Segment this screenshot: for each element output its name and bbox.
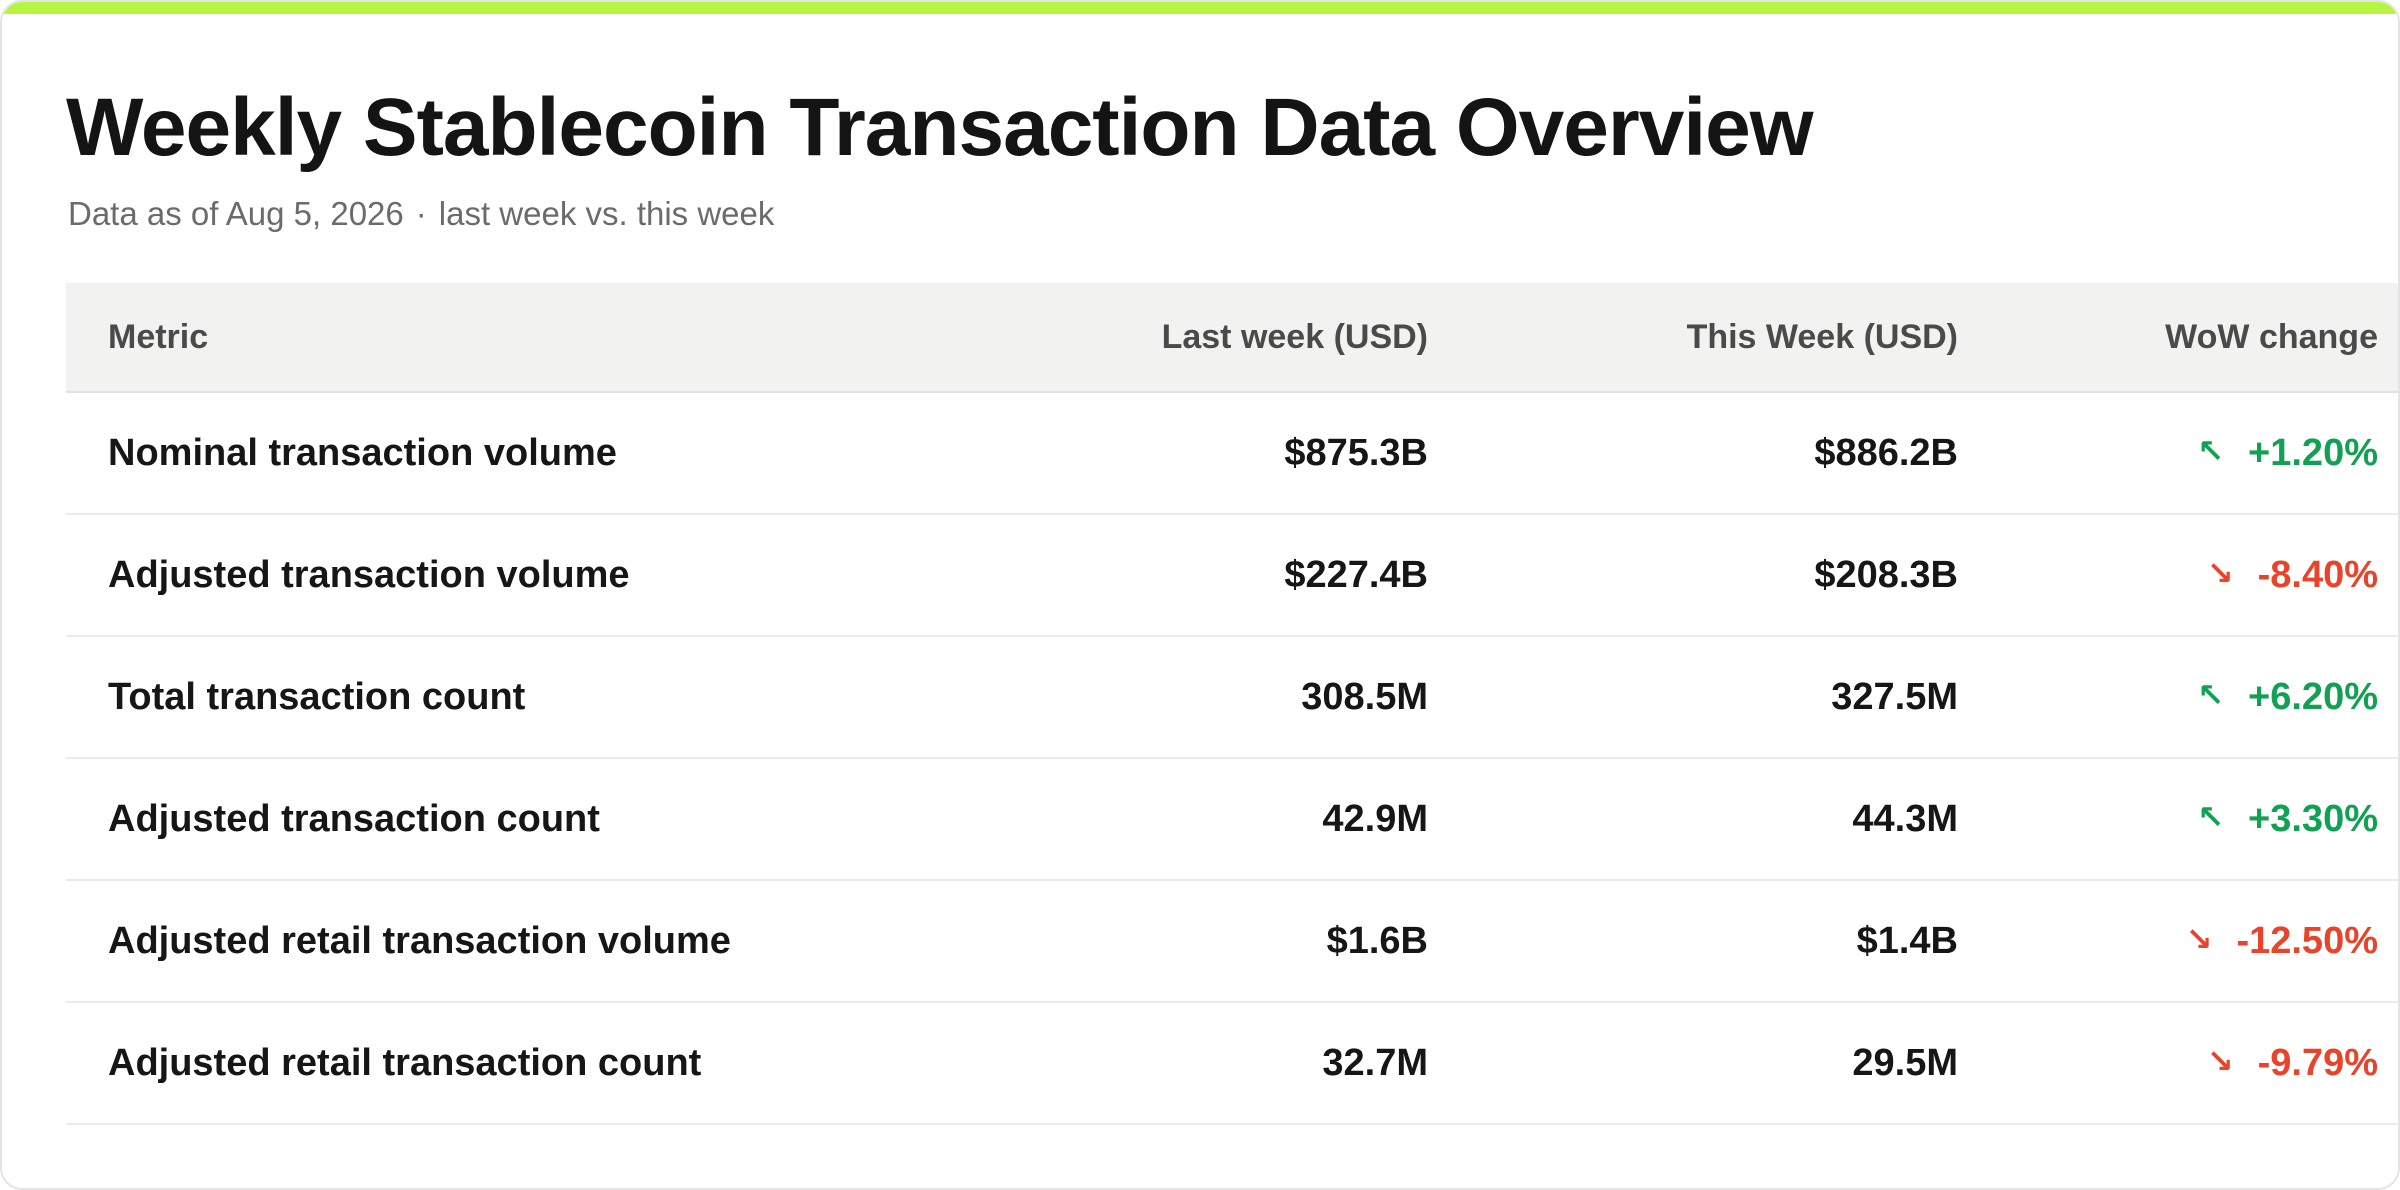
metrics-table: Metric Last week (USD) This Week (USD) W… [66,283,2398,1125]
metric-cell: Adjusted transaction volume [66,514,888,637]
arrow-down-right-icon: ↘ [2185,920,2213,957]
table-row: Nominal transaction volume $875.3B $886.… [66,392,2398,515]
last-week-cell: $1.6B [888,880,1428,1003]
page-title: Weekly Stablecoin Transaction Data Overv… [66,82,1814,173]
wow-change-cell: ↘ -12.50% [1958,880,2398,1003]
wow-change-cell: ↘ -9.79% [1958,1002,2398,1125]
wow-change-value: -12.50% [2236,919,2378,962]
wow-change-value: -9.79% [2257,1041,2378,1084]
table-row: Total transaction count 308.5M 327.5M ↖ +… [66,636,2398,759]
wow-change-cell: ↖ +6.20% [1958,636,2398,759]
arrow-up-left-icon: ↖ [2197,432,2225,469]
wow-change-value: -8.40% [2257,553,2378,596]
arrow-down-right-icon: ↘ [2206,1042,2234,1079]
wow-change-cell: ↖ +3.30% [1958,758,2398,881]
last-week-cell: 42.9M [888,758,1428,881]
subtitle-date: Data as of Aug 5, 2026 [68,195,404,232]
column-header-this-week: This Week (USD) [1428,283,1958,393]
subtitle-compare: last week vs. this week [438,195,775,232]
arrow-down-right-icon: ↘ [2206,554,2234,591]
last-week-cell: $875.3B [888,392,1428,515]
wow-change-value: +1.20% [2248,431,2378,474]
this-week-cell: 29.5M [1428,1002,1958,1125]
this-week-cell: 327.5M [1428,636,1958,759]
wow-change-cell: ↖ +1.20% [1958,392,2398,515]
arrow-up-left-icon: ↖ [2197,798,2225,835]
table-body: Nominal transaction volume $875.3B $886.… [66,392,2398,1125]
metrics-table-wrapper: Metric Last week (USD) This Week (USD) W… [66,283,2398,1125]
arrow-up-left-icon: ↖ [2197,676,2225,713]
last-week-cell: 308.5M [888,636,1428,759]
wow-change-value: +6.20% [2248,675,2378,718]
column-header-metric: Metric [66,283,888,393]
table-row: Adjusted retail transaction volume $1.6B… [66,880,2398,1003]
metric-cell: Adjusted retail transaction volume [66,880,888,1003]
this-week-cell: $208.3B [1428,514,1958,637]
last-week-cell: $227.4B [888,514,1428,637]
subtitle-separator: · [415,195,427,232]
this-week-cell: $886.2B [1428,392,1958,515]
table-row: Adjusted transaction volume $227.4B $208… [66,514,2398,637]
subtitle: Data as of Aug 5, 2026 · last week vs. thi… [68,192,774,236]
column-header-wow-change: WoW change [1958,283,2398,393]
column-header-last-week: Last week (USD) [888,283,1428,393]
this-week-cell: 44.3M [1428,758,1958,881]
accent-bar [2,2,2398,14]
metric-cell: Adjusted transaction count [66,758,888,881]
metric-cell: Nominal transaction volume [66,392,888,515]
last-week-cell: 32.7M [888,1002,1428,1125]
table-row: Adjusted transaction count 42.9M 44.3M ↖… [66,758,2398,881]
table-header: Metric Last week (USD) This Week (USD) W… [66,283,2398,393]
metric-cell: Adjusted retail transaction count [66,1002,888,1125]
table-row: Adjusted retail transaction count 32.7M … [66,1002,2398,1125]
wow-change-value: +3.30% [2248,797,2378,840]
metric-cell: Total transaction count [66,636,888,759]
table-header-row: Metric Last week (USD) This Week (USD) W… [66,283,2398,393]
wow-change-cell: ↘ -8.40% [1958,514,2398,637]
this-week-cell: $1.4B [1428,880,1958,1003]
